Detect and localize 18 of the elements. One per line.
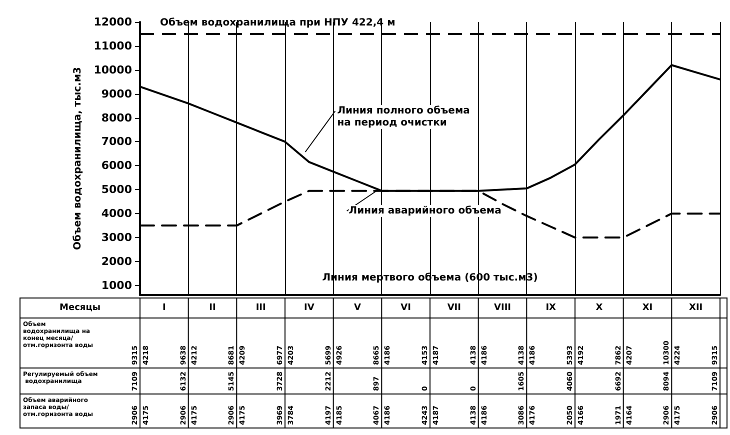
y-tick-label: 8000 <box>101 111 132 124</box>
y-tick-label: 10000 <box>94 63 132 76</box>
y-tick-label: 5000 <box>101 183 132 196</box>
y-tick-label: 1000 <box>101 278 132 292</box>
y-tick-label: 7000 <box>101 135 132 148</box>
y-axis-title: Объем водохранилища, тыс.м3 <box>72 66 84 250</box>
y-tick-label: 3000 <box>101 231 132 244</box>
y-tick-label: 4000 <box>101 207 132 220</box>
y-tick-label: 9000 <box>101 87 132 100</box>
text: Месяцы <box>60 303 100 313</box>
text: I II III IV V VI VII VIII IX X XI XII <box>162 303 703 313</box>
y-tick-label: 6000 <box>101 159 132 172</box>
y-tick-label: 2000 <box>101 254 132 268</box>
ref-line-label: Объем водохранилища при НПУ 422,4 м <box>160 17 396 28</box>
annotation: Линия полного объема на период очистки <box>337 106 470 128</box>
y-tick-label: 11000 <box>94 39 132 52</box>
y-tick-label: 12000 <box>94 16 132 28</box>
annotation: Линия аварийного объема <box>348 206 502 216</box>
